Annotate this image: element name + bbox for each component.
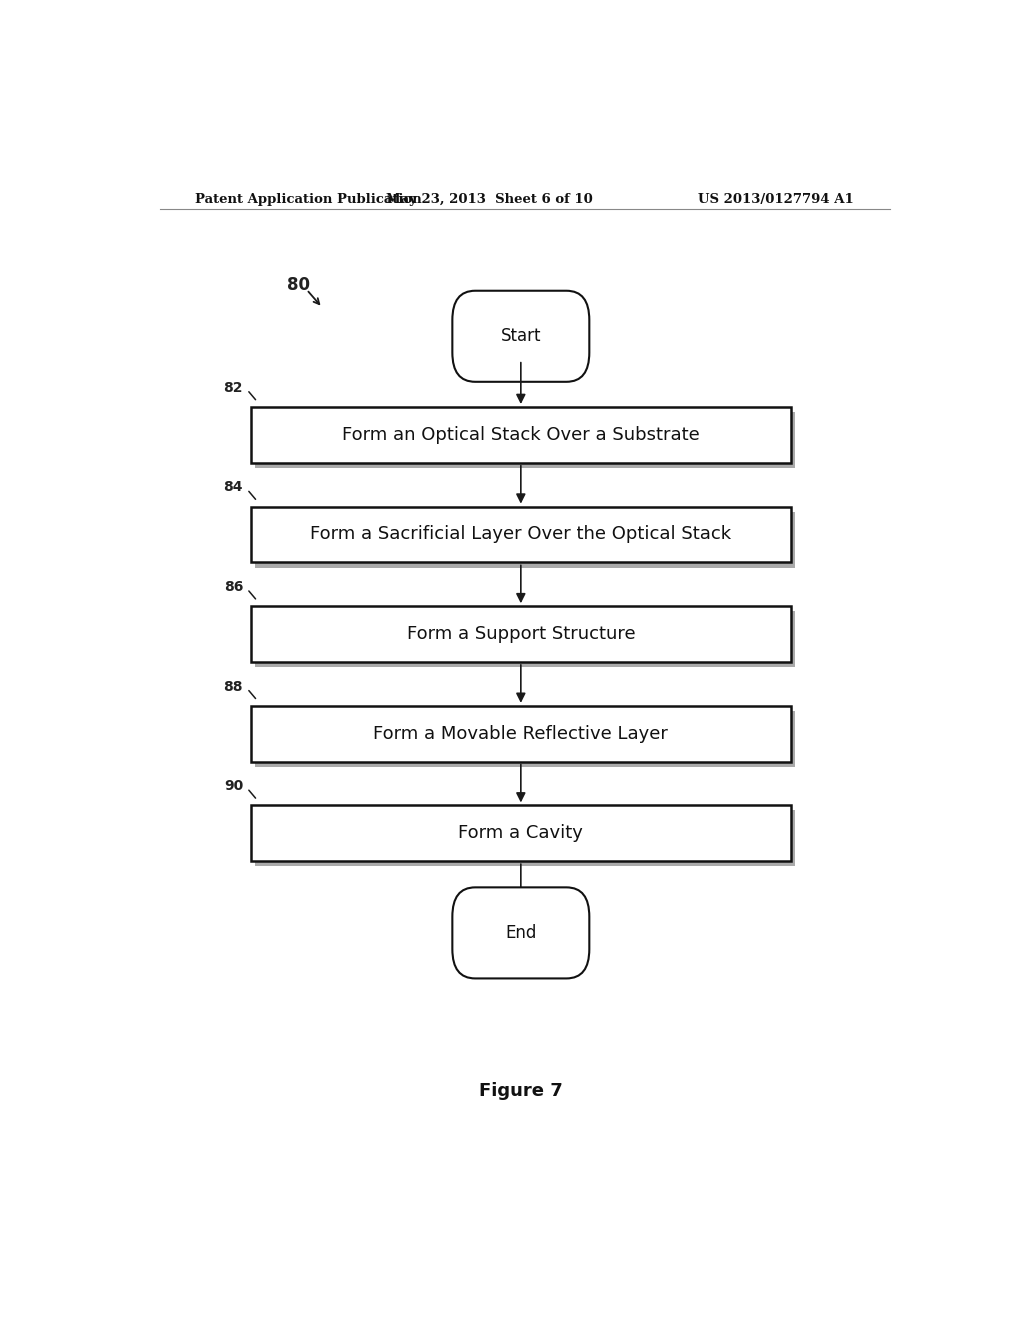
Text: Start: Start: [501, 327, 541, 346]
Text: US 2013/0127794 A1: US 2013/0127794 A1: [698, 193, 854, 206]
Text: Form a Movable Reflective Layer: Form a Movable Reflective Layer: [374, 725, 669, 743]
Text: 84: 84: [223, 480, 243, 494]
Text: Form a Sacrificial Layer Over the Optical Stack: Form a Sacrificial Layer Over the Optica…: [310, 525, 731, 544]
FancyBboxPatch shape: [453, 290, 590, 381]
Text: May 23, 2013  Sheet 6 of 10: May 23, 2013 Sheet 6 of 10: [386, 193, 593, 206]
Bar: [251, 407, 791, 463]
Bar: [251, 606, 791, 663]
Bar: [251, 805, 791, 861]
Text: Form an Optical Stack Over a Substrate: Form an Optical Stack Over a Substrate: [342, 426, 699, 444]
Text: Form a Support Structure: Form a Support Structure: [407, 626, 635, 643]
Text: 80: 80: [287, 276, 309, 294]
Text: Patent Application Publication: Patent Application Publication: [196, 193, 422, 206]
Text: 86: 86: [223, 579, 243, 594]
Text: End: End: [505, 924, 537, 942]
Bar: [255, 810, 795, 866]
Bar: [255, 611, 795, 667]
FancyBboxPatch shape: [453, 887, 590, 978]
Text: Form a Cavity: Form a Cavity: [459, 824, 584, 842]
Bar: [251, 706, 791, 762]
Bar: [251, 507, 791, 562]
Bar: [255, 512, 795, 568]
Text: 88: 88: [223, 680, 243, 693]
Bar: [255, 710, 795, 767]
Text: Figure 7: Figure 7: [479, 1082, 563, 1101]
Bar: [255, 412, 795, 467]
Text: 82: 82: [223, 380, 243, 395]
Text: 90: 90: [224, 779, 243, 793]
